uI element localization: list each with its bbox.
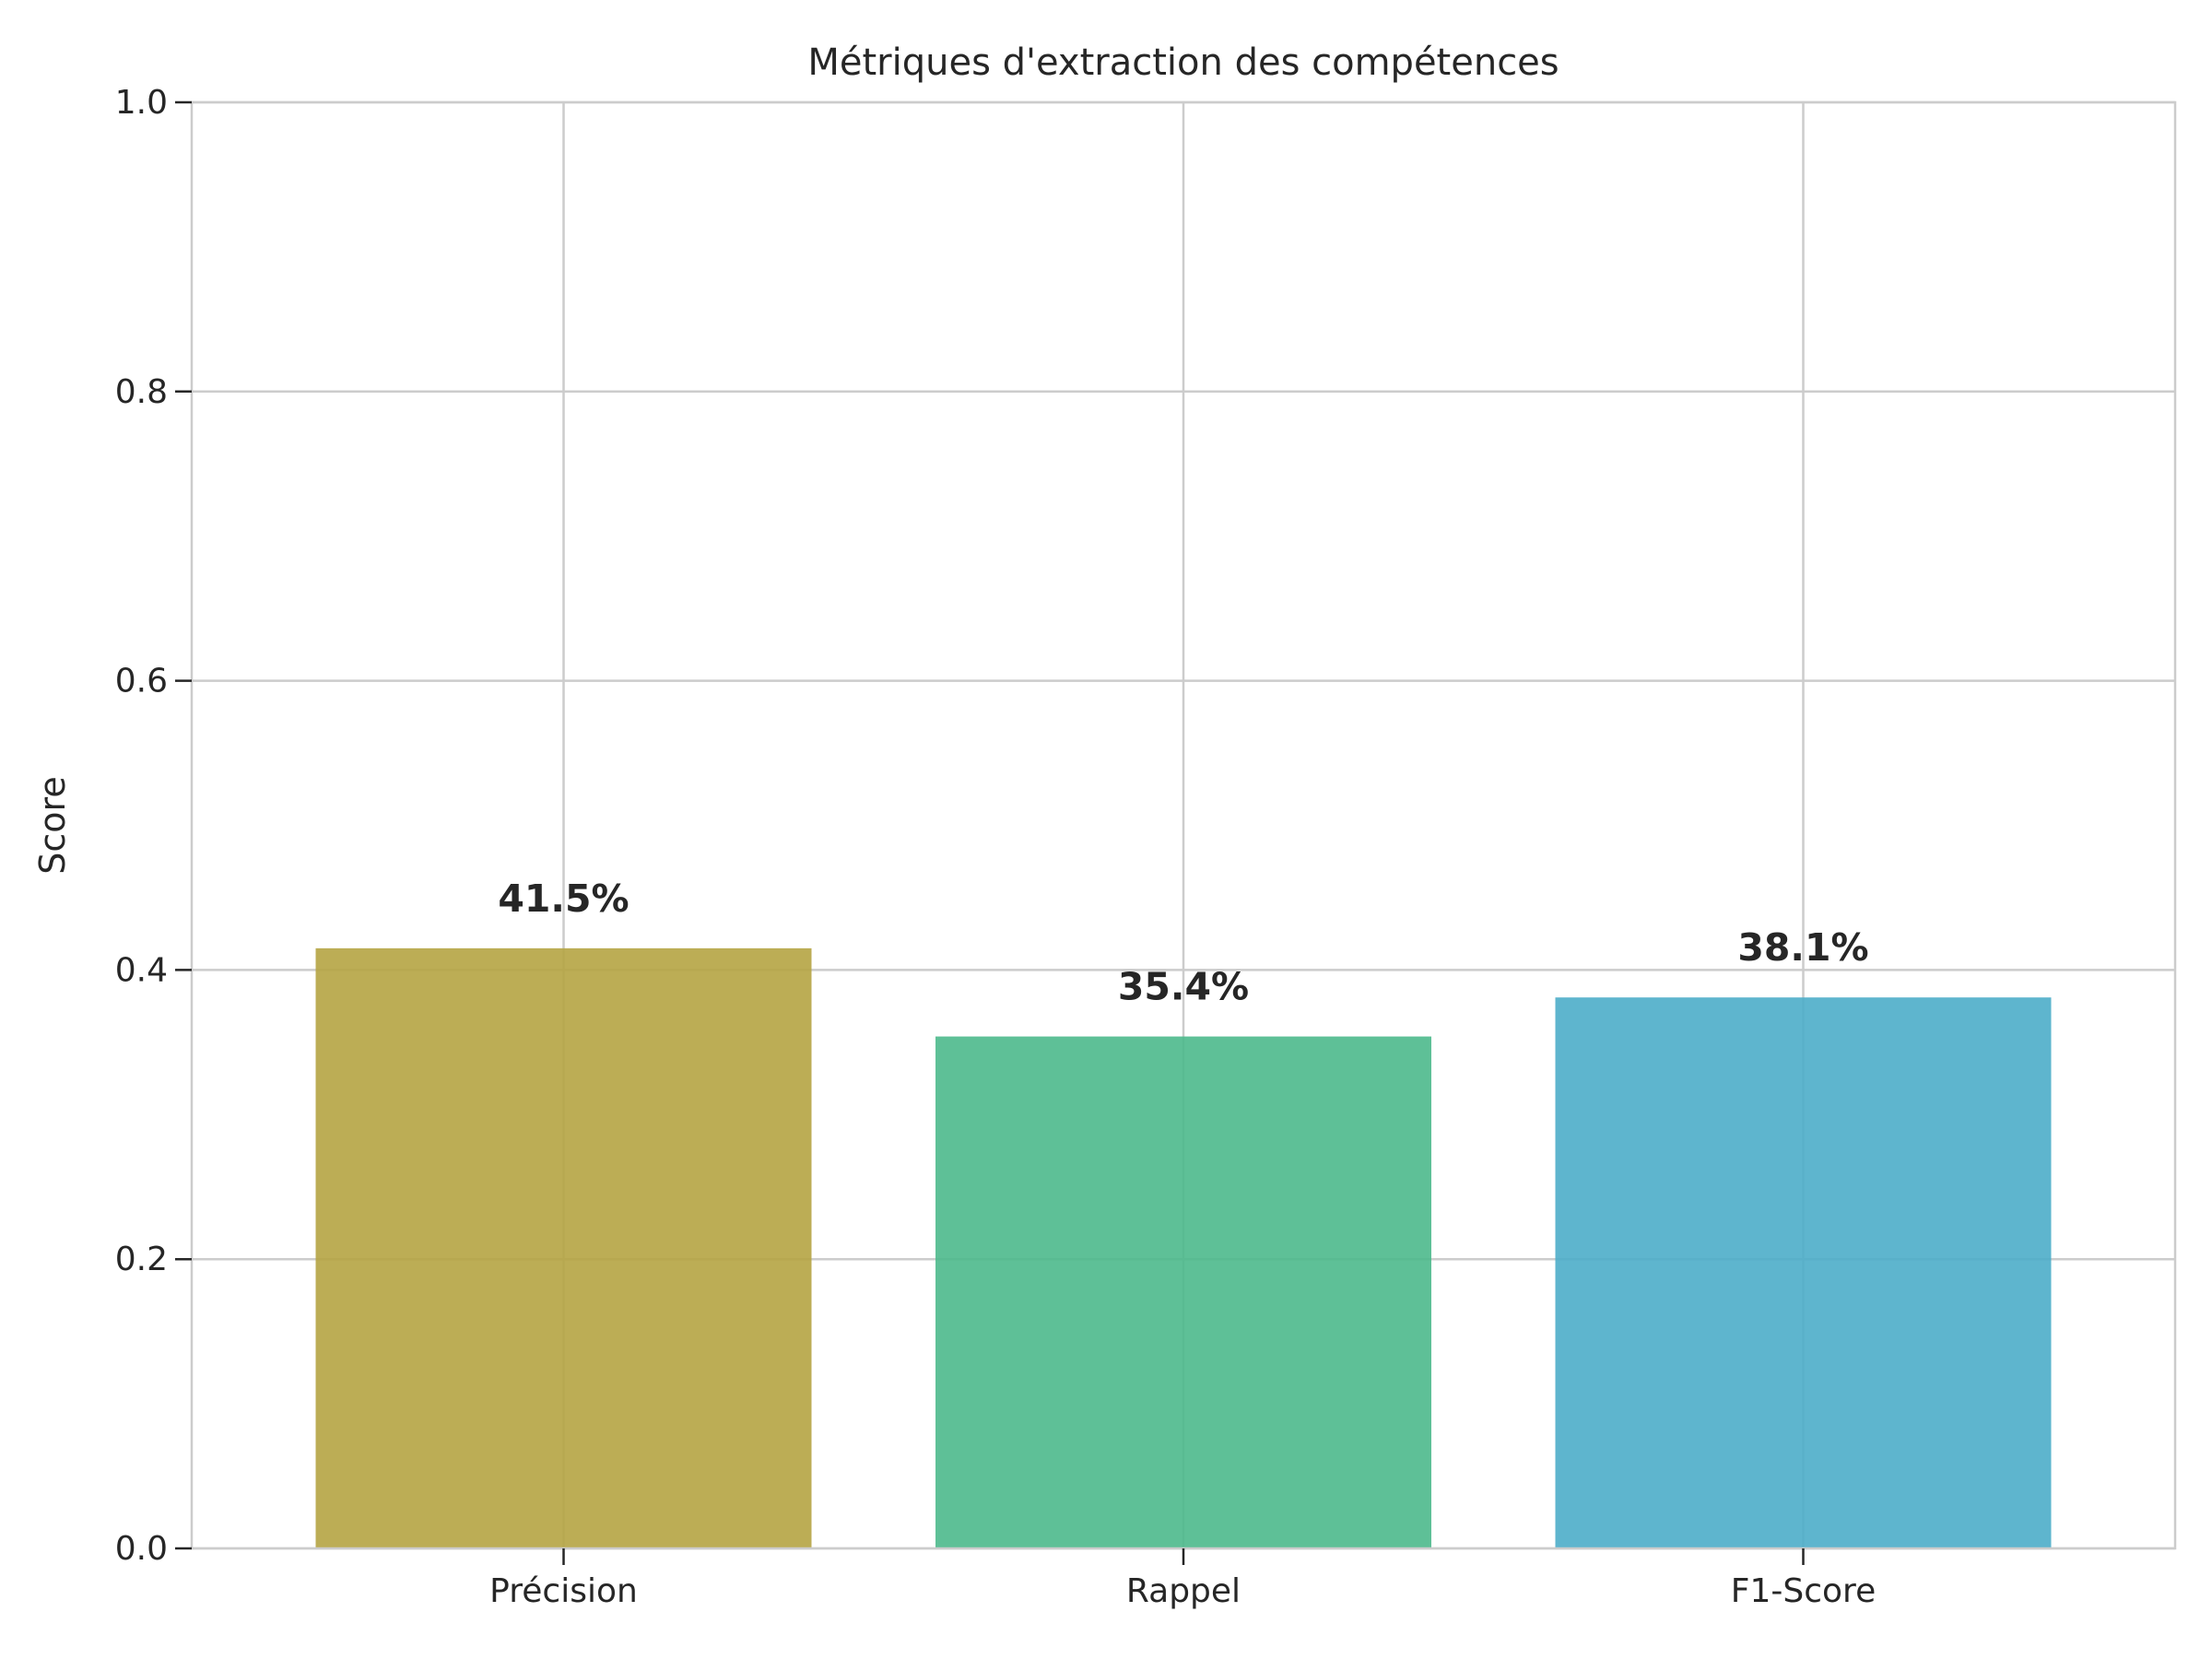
axis-ticks: 0.0 0.2 0.4 0.6 0.8 1.0 Précision Rappel F1-Scor… [115, 84, 1876, 1610]
value-labels: 41.5% 35.4% 38.1% [498, 877, 1868, 1009]
bar-value-label: 41.5% [498, 877, 629, 921]
y-tick-label: 0.4 [115, 951, 168, 989]
y-tick-label: 0.6 [115, 663, 168, 700]
y-tick-label: 0.8 [115, 373, 168, 411]
bar-f1-score [1555, 997, 2052, 1548]
bar-value-label: 38.1% [1737, 925, 1868, 970]
x-tick-label: Précision [489, 1572, 638, 1610]
y-tick-label: 0.0 [115, 1530, 168, 1568]
chart-title: Métriques d'extraction des compétences [807, 41, 1559, 84]
x-tick-label: Rappel [1126, 1572, 1241, 1610]
x-tick-label: F1-Score [1731, 1572, 1876, 1610]
y-tick-label: 0.2 [115, 1241, 168, 1278]
bar-rappel [935, 1036, 1431, 1548]
bars [315, 947, 2052, 1548]
bar-value-label: 35.4% [1118, 965, 1249, 1009]
y-axis-label: Score [32, 776, 73, 874]
y-tick-label: 1.0 [115, 84, 168, 122]
bar-pr-cision [315, 947, 812, 1548]
